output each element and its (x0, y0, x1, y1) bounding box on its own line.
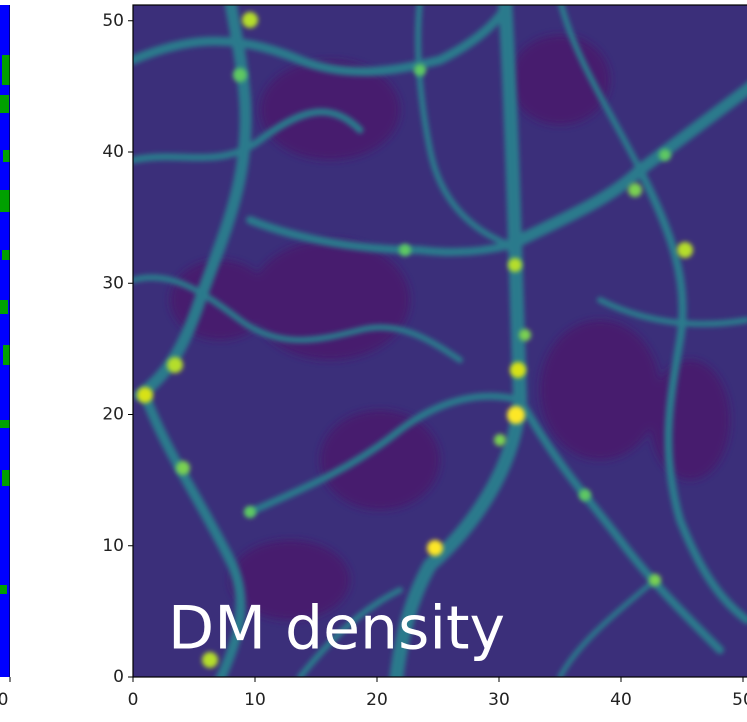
x-tick-label: 50 (732, 690, 747, 710)
x-tick-label: 0 (0, 690, 8, 710)
figure: DM density 00102030405001020304050 (0, 0, 747, 722)
left-panel-image (0, 5, 10, 677)
y-tick-label: 50 (102, 11, 124, 31)
y-tick-label: 10 (102, 536, 124, 556)
x-tick-label: 30 (488, 690, 510, 710)
annotation: DM density (168, 594, 505, 664)
x-tick-label: 10 (244, 690, 266, 710)
x-tick-label: 20 (366, 690, 388, 710)
y-tick-label: 30 (102, 273, 124, 293)
y-tick-label: 20 (102, 405, 124, 425)
y-tick-label: 40 (102, 142, 124, 162)
x-tick-label: 40 (610, 690, 632, 710)
y-tick-label: 0 (113, 667, 124, 687)
x-tick-label: 0 (128, 690, 139, 710)
density-image (133, 0, 747, 690)
